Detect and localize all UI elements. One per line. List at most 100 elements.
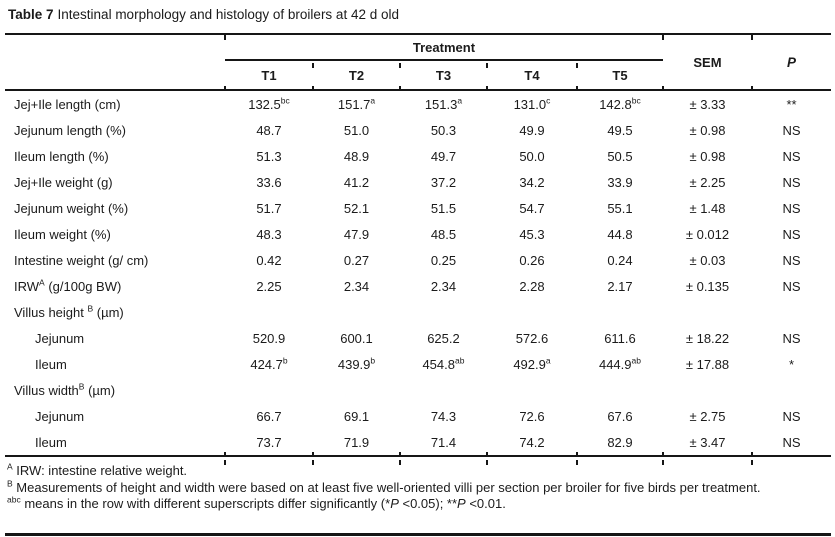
cell-value: 44.8 <box>607 226 633 242</box>
cell-p-value: ** <box>786 96 797 112</box>
cell-value: 2.34 <box>430 278 457 294</box>
table-caption: Intestinal morphology and histology of b… <box>57 7 399 22</box>
grid-tick <box>576 86 578 91</box>
grid-tick <box>661 460 664 465</box>
column-header-t5: T5 <box>612 67 628 83</box>
cell-value: 71.4 <box>430 434 457 450</box>
cell-value: 72.6 <box>519 408 545 424</box>
cell-value: 151.7a <box>337 95 376 112</box>
cell-value: 48.5 <box>430 226 457 242</box>
column-header-t3: T3 <box>435 67 452 83</box>
cell-value: 48.3 <box>256 226 282 242</box>
grid-tick <box>661 35 664 40</box>
cell-value: 132.5bc <box>248 95 290 112</box>
table-number: Table 7 <box>8 7 54 22</box>
cell-value: 51.0 <box>343 122 370 138</box>
cell-p-value: NS <box>782 226 801 242</box>
cell-sem: ± 17.88 <box>685 356 730 372</box>
cell-value: 73.7 <box>256 434 282 450</box>
grid-tick <box>751 35 754 40</box>
row-label: Ileum <box>35 434 67 450</box>
cell-value: 67.6 <box>607 408 633 424</box>
cell-value: 520.9 <box>252 330 286 346</box>
cell-value: 454.8ab <box>422 355 465 372</box>
p-value-column-header: P <box>786 54 796 70</box>
column-header-t4: T4 <box>524 67 540 83</box>
cell-value <box>400 377 487 403</box>
cell-value <box>400 299 487 325</box>
grid-tick <box>312 86 314 91</box>
table-title: Table 7 Intestinal morphology and histolo… <box>8 7 399 22</box>
cell-value: 52.1 <box>343 200 370 216</box>
cell-value: 74.3 <box>430 408 457 424</box>
cell-p-value: NS <box>782 148 801 164</box>
cell-value: 572.6 <box>515 330 549 346</box>
treatment-group-header: Treatment <box>224 34 663 61</box>
row-label: Jej+Ile weight (g) <box>14 174 113 190</box>
table-body: Jej+Ile length (cm) 132.5bc 151.7a 151.3a 13… <box>5 90 831 456</box>
cell-value: 439.9b <box>337 355 376 372</box>
cell-value: 54.7 <box>519 200 545 216</box>
cell-value: 625.2 <box>427 330 460 346</box>
cell-sem: ± 0.135 <box>685 278 730 294</box>
footnotes: A IRW: intestine relative weight. B Measu… <box>7 462 829 513</box>
grid-tick <box>223 460 226 465</box>
grid-tick <box>485 86 488 91</box>
cell-sem: ± 0.012 <box>685 226 730 242</box>
cell-value: 0.42 <box>256 252 282 268</box>
sem-column-header: SEM <box>693 54 722 70</box>
cell-value: 41.2 <box>343 174 370 190</box>
cell-value: 50.0 <box>519 148 545 164</box>
cell-sem: ± 1.48 <box>689 200 726 216</box>
cell-p-value: NS <box>782 122 801 138</box>
grid-tick <box>576 460 578 465</box>
cell-value: 0.27 <box>343 252 370 268</box>
cell-p-value: NS <box>782 434 801 450</box>
cell-value: 2.17 <box>607 278 633 294</box>
cell-value: 51.7 <box>256 200 282 216</box>
cell-value: 48.7 <box>256 122 282 138</box>
table-row: Jej+Ile weight (g) 33.6 41.2 37.2 34.2 33.9 ± … <box>5 169 831 195</box>
cell-value <box>313 299 400 325</box>
cell-value <box>577 299 663 325</box>
cell-value: 424.7b <box>250 355 288 372</box>
cell-value: 2.34 <box>343 278 370 294</box>
cell-p-value: NS <box>782 252 801 268</box>
cell-p-value <box>752 299 831 325</box>
row-label: Ileum <box>35 356 67 372</box>
grid-tick <box>661 452 664 457</box>
cell-sem: ± 2.75 <box>689 408 726 424</box>
table-row: Intestine weight (g/ cm) 0.42 0.27 0.25 0.26… <box>5 247 831 273</box>
cell-value: 492.9a <box>513 355 551 372</box>
grid-tick <box>751 452 754 457</box>
row-label: Jejunum <box>35 330 85 346</box>
cell-value: 69.1 <box>343 408 370 424</box>
row-section-label: Villus widthB (µm) <box>14 381 116 398</box>
grid-tick <box>576 452 578 457</box>
cell-p-value: NS <box>782 174 801 190</box>
grid-tick <box>751 86 754 91</box>
column-header-t2: T2 <box>348 67 365 83</box>
cell-p-value: NS <box>782 200 801 216</box>
cell-sem: ± 2.25 <box>689 174 726 190</box>
row-label: Jejunum weight (%) <box>14 200 129 216</box>
table-row: Jejunum length (%) 48.7 51.0 50.3 49.9 49.5 ± … <box>5 117 831 143</box>
cell-sem: ± 3.33 <box>689 96 726 112</box>
row-label: Intestine weight (g/ cm) <box>14 252 149 268</box>
cell-value: 37.2 <box>430 174 457 190</box>
table-row: Villus height B (µm) <box>5 299 831 325</box>
cell-value: 151.3a <box>424 95 463 112</box>
cell-value: 142.8bc <box>599 95 641 112</box>
cell-value: 33.6 <box>256 174 282 190</box>
cell-p-value: NS <box>782 330 801 346</box>
cell-value: 49.9 <box>519 122 545 138</box>
grid-tick <box>485 452 488 457</box>
cell-sem: ± 0.98 <box>689 122 726 138</box>
table-row: Ileum 424.7b 439.9b 454.8ab 492.9a 444.9ab ± 1… <box>5 351 831 377</box>
cell-value: 131.0c <box>513 95 551 112</box>
grid-tick <box>485 63 488 68</box>
footnote: B Measurements of height and width were … <box>7 478 761 495</box>
cell-sem: ± 0.03 <box>689 252 726 268</box>
grid-tick <box>223 452 226 457</box>
